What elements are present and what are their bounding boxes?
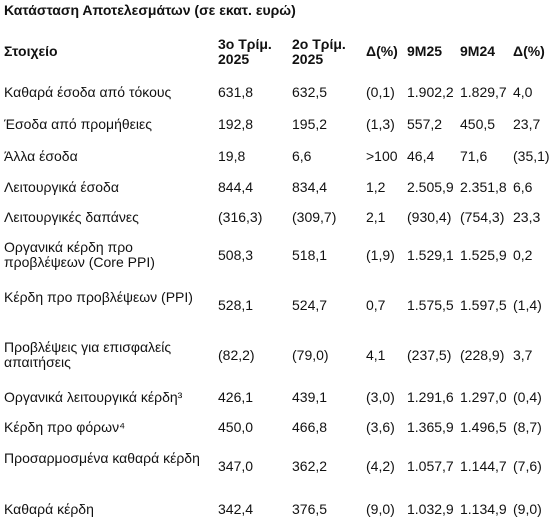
cell-q2-2025: 834,4 [292,179,328,195]
cell-9m24: 1.525,9 [460,247,507,263]
row-label: Κέρδη προ προβλέψεων (PPI) [4,289,193,305]
cell-9m25: 1.902,2 [407,84,454,100]
cell-q2-2025: 439,1 [292,389,328,405]
cell-q3-2025: 631,8 [218,84,254,100]
cell-q3-2025: 426,1 [218,389,254,405]
cell-delta-quarter: (3,0) [366,389,395,405]
cell-q3-2025: 347,0 [218,458,254,474]
cell-q2-2025: (79,0) [292,347,329,363]
cell-q3-2025: 19,8 [218,148,246,164]
cell-delta-9m: 4,0 [513,84,533,100]
cell-delta-quarter: (4,2) [366,458,395,474]
cell-delta-quarter: (1,9) [366,247,395,263]
cell-9m24: 1.496,5 [460,419,507,435]
row-label: Καθαρά κέρδη [4,501,94,517]
cell-q2-2025: 518,1 [292,247,328,263]
cell-9m24: 1.297,0 [460,389,507,405]
row-label: Λειτουργικές δαπάνες [4,209,139,225]
cell-q2-2025: 195,2 [292,116,328,132]
cell-9m25: 1.365,9 [407,419,454,435]
cell-q3-2025: 342,4 [218,501,254,517]
cell-delta-9m: (9,0) [513,501,542,517]
header-9m25: 9M25 [407,43,443,59]
cell-9m24: 1.134,9 [460,501,507,517]
cell-9m25: 1.057,7 [407,458,454,474]
cell-delta-quarter: 0,7 [366,297,386,313]
row-label: Οργανικά κέρδη προ προβλέψεων (Core PPI) [4,239,155,270]
row-label: Προβλέψεις για επισφαλείς απαιτήσεις [4,339,172,370]
cell-q2-2025: 524,7 [292,297,328,313]
cell-delta-9m: (8,7) [513,419,542,435]
cell-9m25: 46,4 [407,148,435,164]
row-label: Άλλα έσοδα [4,148,78,164]
cell-q3-2025: (82,2) [218,347,255,363]
cell-q2-2025: 362,2 [292,458,328,474]
cell-q3-2025: 528,1 [218,297,254,313]
cell-q3-2025: (316,3) [218,209,263,225]
cell-delta-quarter: (0,1) [366,84,395,100]
cell-delta-quarter: 4,1 [366,347,386,363]
cell-q3-2025: 844,4 [218,179,254,195]
cell-9m25: 1.291,6 [407,389,454,405]
header-item: Στοιχείο [4,43,58,59]
header-delta-quarter: Δ(%) [366,43,398,59]
cell-delta-quarter: (9,0) [366,501,395,517]
cell-9m25: 1.529,1 [407,247,454,263]
row-label: Λειτουργικά έσοδα [4,179,119,195]
row-label: Καθαρά έσοδα από τόκους [4,84,172,100]
row-label: Οργανικά λειτουργικά κέρδη³ [4,389,183,405]
cell-9m25: 1.032,9 [407,501,454,517]
cell-delta-9m: 0,2 [513,247,533,263]
header-9m24: 9M24 [460,43,496,59]
cell-9m24: 71,6 [460,148,488,164]
cell-9m25: (930,4) [407,209,452,225]
cell-q3-2025: 508,3 [218,247,254,263]
cell-delta-quarter: (3,6) [366,419,395,435]
cell-q2-2025: 466,8 [292,419,328,435]
cell-delta-quarter: (1,3) [366,116,395,132]
cell-delta-quarter: >100 [366,148,398,164]
cell-q2-2025: (309,7) [292,209,337,225]
cell-9m24: 450,5 [460,116,496,132]
cell-delta-9m: 23,7 [513,116,541,132]
cell-delta-9m: 3,7 [513,347,533,363]
cell-9m25: 1.575,5 [407,297,454,313]
cell-q2-2025: 6,6 [292,148,312,164]
row-label: Κέρδη προ φόρων⁴ [4,419,126,435]
cell-delta-9m: (1,4) [513,297,542,313]
cell-9m25: (237,5) [407,347,452,363]
page-title: Κατάσταση Αποτελεσμάτων (σε εκατ. ευρώ) [4,2,296,18]
row-label: Έσοδα από προμήθειες [4,116,152,132]
cell-delta-9m: (0,4) [513,389,542,405]
cell-9m24: 1.829,7 [460,84,507,100]
cell-9m24: (754,3) [460,209,505,225]
cell-q3-2025: 192,8 [218,116,254,132]
row-label: Προσαρμοσμένα καθαρά κέρδη [4,450,200,466]
cell-delta-quarter: 2,1 [366,209,386,225]
cell-9m24: 1.597,5 [460,297,507,313]
cell-9m25: 557,2 [407,116,443,132]
cell-9m24: (228,9) [460,347,505,363]
cell-delta-quarter: 1,2 [366,179,386,195]
cell-delta-9m: 23,3 [513,209,541,225]
cell-delta-9m: (35,1) [513,148,550,164]
cell-9m24: 2.351,8 [460,179,507,195]
cell-delta-9m: 6,6 [513,179,533,195]
cell-9m25: 2.505,9 [407,179,454,195]
header-q2-2025: 2ο Τρίμ. 2025 [292,36,346,67]
cell-q2-2025: 632,5 [292,84,328,100]
cell-q2-2025: 376,5 [292,501,328,517]
header-q3-2025: 3ο Τρίμ. 2025 [218,36,272,67]
cell-delta-9m: (7,6) [513,458,542,474]
header-delta-9m: Δ(%) [513,43,545,59]
cell-q3-2025: 450,0 [218,419,254,435]
cell-9m24: 1.144,7 [460,458,507,474]
